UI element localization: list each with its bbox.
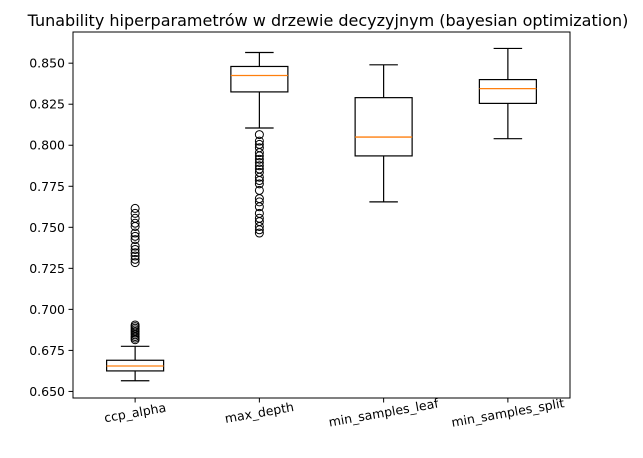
outlier-point bbox=[130, 320, 140, 330]
y-axis: 0.650 0.675 0.700 0.725 0.750 0.775 0.800 0.825… bbox=[29, 56, 73, 399]
y-tick-label: 0.675 bbox=[29, 343, 65, 358]
outlier-point bbox=[130, 248, 140, 258]
outlier-point bbox=[254, 197, 264, 207]
y-tick-label: 0.800 bbox=[29, 138, 65, 153]
box-min_samples_split bbox=[478, 47, 537, 140]
outlier-point bbox=[254, 154, 264, 164]
outlier-point bbox=[254, 208, 264, 218]
y-tick-label: 0.750 bbox=[29, 220, 65, 235]
outlier-point bbox=[130, 244, 140, 254]
y-tick-label: 0.825 bbox=[29, 97, 65, 112]
y-tick-label: 0.775 bbox=[29, 179, 65, 194]
box-min_samples_leaf bbox=[354, 64, 413, 203]
outlier-point bbox=[254, 130, 264, 140]
plot-area bbox=[106, 47, 537, 382]
iqr-box bbox=[354, 97, 413, 157]
box-max_depth bbox=[230, 51, 289, 238]
outlier-point bbox=[130, 235, 140, 245]
outlier-point bbox=[254, 213, 264, 223]
outlier-point bbox=[254, 161, 264, 171]
outlier-point bbox=[254, 136, 264, 146]
outlier-point bbox=[130, 213, 140, 223]
x-axis: ccp_alpha max_depth min_samples_leaf min_sa… bbox=[103, 395, 566, 430]
outlier-point bbox=[130, 258, 140, 268]
box-ccp_alpha bbox=[106, 203, 165, 382]
iqr-box bbox=[230, 65, 289, 93]
outlier-point bbox=[254, 164, 264, 174]
outlier-point bbox=[130, 251, 140, 261]
x-tick-label: ccp_alpha bbox=[103, 400, 167, 426]
outlier-point bbox=[130, 218, 140, 228]
y-tick-label: 0.650 bbox=[29, 384, 65, 399]
x-tick-label: max_depth bbox=[224, 399, 295, 426]
chart-title: Tunability hiperparametrów w drzewie dec… bbox=[27, 11, 629, 30]
outlier-point bbox=[254, 185, 264, 195]
y-tick-label: 0.850 bbox=[29, 56, 65, 71]
outlier-point bbox=[130, 203, 140, 213]
y-tick-label: 0.725 bbox=[29, 261, 65, 276]
outlier-point bbox=[254, 143, 264, 153]
y-tick-label: 0.700 bbox=[29, 302, 65, 317]
outlier-point bbox=[130, 208, 140, 218]
outlier-point bbox=[130, 241, 140, 251]
outlier-point bbox=[254, 167, 264, 177]
iqr-box bbox=[478, 78, 537, 104]
outlier-point bbox=[130, 254, 140, 264]
outlier-point bbox=[254, 228, 264, 238]
outlier-point bbox=[130, 228, 140, 238]
outlier-point bbox=[254, 157, 264, 167]
outlier-point bbox=[254, 139, 264, 149]
outlier-point bbox=[130, 231, 140, 241]
axes-frame bbox=[72, 31, 571, 399]
outlier-point bbox=[254, 179, 264, 189]
